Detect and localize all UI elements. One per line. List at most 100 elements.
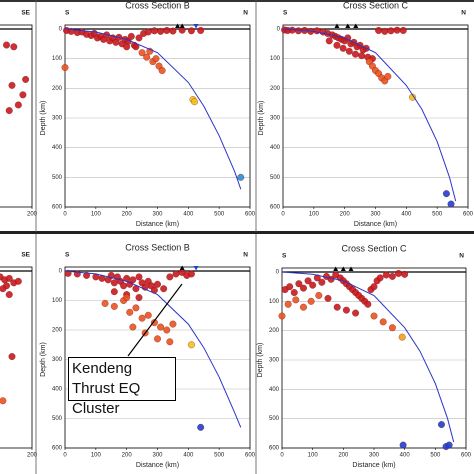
y-tick-label: 200 [269, 328, 280, 334]
earthquake [22, 75, 30, 83]
x-tick-label: 100 [309, 212, 320, 218]
earthquake [8, 81, 16, 89]
y-tick-label: 400 [52, 387, 63, 393]
earthquake [166, 273, 174, 281]
triangle [334, 23, 340, 28]
annotation-arrow [127, 283, 183, 357]
earthquake [358, 52, 366, 60]
y-tick-label: 0 [59, 269, 63, 275]
x-axis-label: Distance (km) [354, 221, 397, 228]
y-tick-label: 200 [270, 86, 281, 92]
x-tick-label: 200 [338, 453, 349, 459]
earthquake [83, 271, 91, 279]
x-tick-label: 400 [400, 453, 411, 459]
y-tick-label: 0 [276, 270, 280, 276]
x-tick-label: 600 [245, 453, 256, 459]
y-tick-label: 100 [269, 299, 280, 305]
triangle [353, 23, 359, 28]
y-tick-label: 300 [269, 358, 280, 364]
earthquake [127, 32, 135, 40]
earthquake [442, 190, 450, 198]
slab-line [281, 271, 455, 443]
earthquake [129, 323, 137, 331]
earthquake [339, 44, 347, 52]
chart-title: Cross Section C [341, 243, 407, 253]
x-tick-label: 400 [183, 453, 194, 459]
earthquake [135, 294, 143, 301]
earthquake [313, 274, 321, 282]
x-tick-label: 400 [401, 212, 412, 218]
earthquake [290, 289, 298, 296]
x-tick-label: 600 [463, 212, 474, 218]
end-label: S [283, 10, 288, 17]
plot-frame [0, 266, 33, 449]
earthquake [14, 101, 22, 109]
x-tick-label: 0 [280, 453, 284, 459]
earthquake [304, 277, 312, 285]
earthquake [160, 285, 168, 293]
end-label: S [65, 10, 70, 17]
y-axis-label: Depth (km) [258, 101, 265, 136]
end-label: N [459, 253, 464, 260]
x-tick-label: 500 [432, 212, 443, 218]
earthquake [325, 37, 333, 45]
x-tick-label: 500 [430, 453, 441, 459]
earthquake [132, 304, 140, 312]
earthquake [110, 302, 118, 310]
row-separator [0, 231, 474, 234]
earthquake [144, 311, 152, 319]
y-tick-label: 300 [270, 116, 281, 122]
top-border [0, 0, 474, 2]
earthquake [387, 27, 395, 35]
earthquake [401, 270, 409, 278]
y-tick-label: 600 [52, 205, 63, 211]
end-label: N [461, 10, 466, 17]
earthquake [295, 280, 303, 288]
earthquake [163, 326, 171, 334]
earthquake [110, 288, 118, 296]
x-tick-label: 400 [183, 212, 194, 218]
y-tick-label: 400 [269, 387, 280, 393]
earthquake [438, 421, 445, 428]
slab-line [64, 270, 242, 428]
earthquake [150, 319, 158, 327]
earthquake [398, 333, 406, 341]
x-tick-label: 200 [27, 212, 38, 218]
earthquake [163, 27, 171, 34]
y-tick-label: 0 [277, 27, 281, 33]
earthquake [333, 41, 341, 49]
triangle [333, 266, 339, 271]
earthquake [342, 306, 350, 314]
y-tick-label: 300 [52, 116, 63, 122]
y-tick-label: 200 [52, 328, 63, 334]
earthquake [129, 276, 137, 284]
end-label: N [243, 10, 248, 17]
earthquake [352, 50, 359, 58]
earthquake [5, 107, 13, 115]
earthquake [300, 284, 307, 292]
earthquake [399, 27, 407, 34]
x-tick-label: 300 [369, 453, 380, 459]
x-tick-label: 0 [281, 212, 285, 218]
earthquake [123, 43, 131, 51]
chart-title: Cross Section B [125, 242, 190, 252]
earthquake [135, 34, 143, 42]
earthquake [315, 292, 323, 299]
earthquake [3, 41, 10, 49]
earthquake [154, 335, 161, 343]
y-tick-label: 600 [270, 205, 281, 211]
end-label: SE [21, 10, 30, 17]
earthquake [364, 300, 372, 308]
earthquake [154, 280, 161, 288]
earthquake [143, 53, 151, 61]
earthquake [166, 338, 174, 346]
earthquake [187, 341, 195, 349]
y-tick-label: 300 [52, 357, 63, 363]
triangle [348, 266, 354, 271]
y-tick-label: 500 [52, 175, 63, 181]
earthquake [376, 274, 384, 282]
earthquake [393, 26, 401, 34]
earthquake [191, 98, 198, 106]
slab-line [64, 28, 242, 190]
